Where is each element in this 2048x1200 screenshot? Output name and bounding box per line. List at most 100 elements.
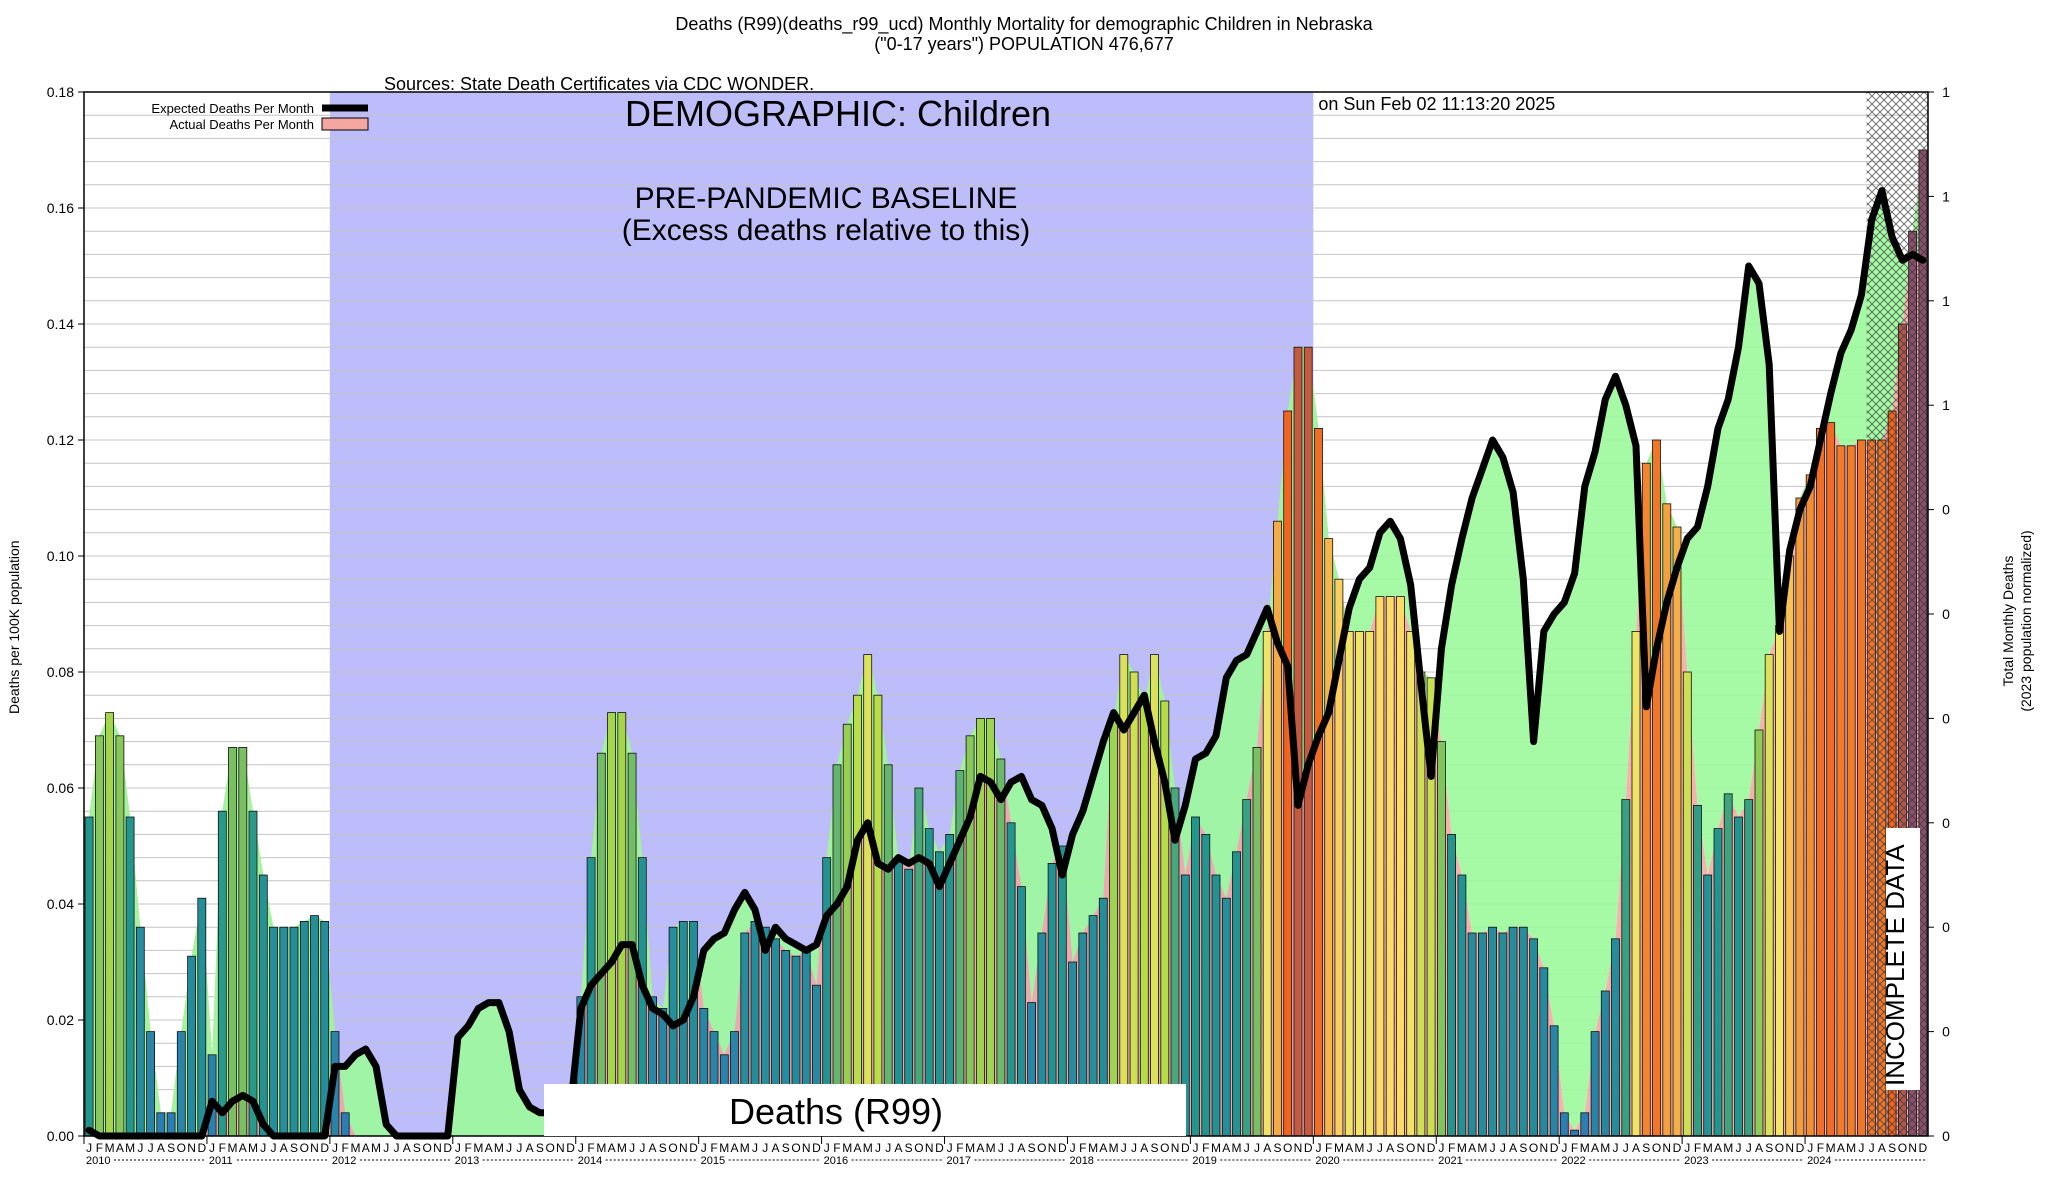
x-tick-label: O <box>1037 1141 1046 1155</box>
bar <box>1324 538 1334 1137</box>
x-tick-label: S <box>1396 1141 1404 1155</box>
x-tick-label: A <box>1386 1141 1394 1155</box>
y2-tick-label: 0 <box>1942 1024 1950 1040</box>
year-label: 2021 <box>1438 1155 1462 1167</box>
x-tick-label: A <box>608 1141 616 1155</box>
bar <box>873 694 883 1137</box>
x-tick-label: A <box>526 1141 534 1155</box>
x-tick-label: J <box>1623 1141 1629 1155</box>
bar <box>207 1054 217 1137</box>
bar <box>996 758 1006 1137</box>
bar <box>1201 834 1211 1137</box>
bar <box>1590 1031 1600 1137</box>
x-tick-label: M <box>1477 1141 1487 1155</box>
x-tick-label: A <box>1509 1141 1517 1155</box>
legend-label: Expected Deaths Per Month <box>151 101 314 116</box>
bar <box>596 752 606 1137</box>
bar <box>1355 631 1364 1137</box>
x-tick-label: O <box>1775 1141 1784 1155</box>
year-label: 2020 <box>1315 1155 1339 1167</box>
x-tick-label: D <box>1673 1141 1682 1155</box>
year-label: 2022 <box>1561 1155 1585 1167</box>
x-tick-label: S <box>536 1141 544 1155</box>
bar <box>1805 474 1815 1137</box>
x-tick-label: J <box>86 1141 92 1155</box>
bar <box>1139 700 1149 1137</box>
x-tick-label: A <box>1222 1141 1230 1155</box>
x-tick-label: N <box>556 1141 565 1155</box>
bar <box>1611 938 1620 1137</box>
y2-tick-label: 0 <box>1942 502 1950 518</box>
y-tick-label: 0.16 <box>47 200 74 216</box>
x-tick-label: J <box>1613 1141 1619 1155</box>
x-tick-label: M <box>1334 1141 1344 1155</box>
x-tick-label: A <box>1263 1141 1271 1155</box>
x-tick-label: A <box>1632 1141 1640 1155</box>
x-tick-label: A <box>403 1141 411 1155</box>
x-tick-label: F <box>833 1141 840 1155</box>
x-tick-label: J <box>762 1141 768 1155</box>
x-tick-label: N <box>1171 1141 1180 1155</box>
bar <box>1385 596 1395 1137</box>
x-tick-label: J <box>629 1141 635 1155</box>
x-tick-label: M <box>1826 1141 1836 1155</box>
x-tick-label: S <box>1642 1141 1650 1155</box>
x-tick-label: N <box>802 1141 811 1155</box>
y2-tick-label: 0 <box>1942 919 1950 935</box>
x-tick-label: A <box>1878 1141 1886 1155</box>
x-tick-label: F <box>1202 1141 1209 1155</box>
y2-tick-label: 1 <box>1942 293 1950 309</box>
x-tick-label: J <box>1490 1141 1496 1155</box>
x-tick-label: S <box>167 1141 175 1155</box>
x-tick-label: J <box>1008 1141 1014 1155</box>
bar <box>1283 410 1293 1137</box>
cause-label: Deaths (R99) <box>729 1091 943 1132</box>
x-tick-label: M <box>1703 1141 1713 1155</box>
x-tick-label: S <box>659 1141 667 1155</box>
bar <box>1457 874 1467 1137</box>
x-tick-label: S <box>1273 1141 1281 1155</box>
x-tick-label: O <box>791 1141 800 1155</box>
x-tick-label: J <box>1315 1141 1321 1155</box>
x-tick-label: S <box>1028 1141 1036 1155</box>
x-tick-label: D <box>1304 1141 1313 1155</box>
chart-title: Deaths (R99)(deaths_r99_ucd) Monthly Mor… <box>675 14 1373 34</box>
bar <box>1488 926 1497 1137</box>
x-tick-label: A <box>362 1141 370 1155</box>
y2-tick-label: 0 <box>1942 606 1950 622</box>
x-tick-label: N <box>1048 1141 1057 1155</box>
x-tick-label: D <box>320 1141 329 1155</box>
x-tick-label: S <box>782 1141 790 1155</box>
x-tick-label: A <box>1017 1141 1025 1155</box>
x-tick-label: M <box>719 1141 729 1155</box>
bar <box>1713 828 1723 1137</box>
x-tick-label: A <box>1345 1141 1353 1155</box>
x-tick-label: M <box>1457 1141 1467 1155</box>
bar <box>176 1031 186 1137</box>
x-tick-label: J <box>875 1141 881 1155</box>
x-tick-label: N <box>433 1141 442 1155</box>
x-tick-label: D <box>1427 1141 1436 1155</box>
x-tick-label: N <box>310 1141 319 1155</box>
bar <box>1785 555 1795 1137</box>
bar <box>1437 741 1446 1137</box>
chart-sources: Sources: State Death Certificates via CD… <box>384 74 815 94</box>
year-label: 2015 <box>701 1155 725 1167</box>
x-tick-label: M <box>1088 1141 1098 1155</box>
bar <box>1232 851 1241 1137</box>
bar <box>1549 1025 1559 1137</box>
cause-label-box <box>544 1084 1186 1136</box>
x-tick-label: J <box>260 1141 266 1155</box>
x-tick-label: N <box>1785 1141 1794 1155</box>
bar <box>105 712 114 1137</box>
x-tick-label: M <box>371 1141 381 1155</box>
bar <box>238 747 248 1137</box>
x-tick-label: M <box>350 1141 360 1155</box>
y2-tick-label: 1 <box>1942 84 1950 100</box>
bar <box>125 816 135 1137</box>
x-tick-label: O <box>423 1141 432 1155</box>
x-tick-label: A <box>239 1141 247 1155</box>
bar <box>863 654 873 1137</box>
bar <box>197 897 207 1137</box>
